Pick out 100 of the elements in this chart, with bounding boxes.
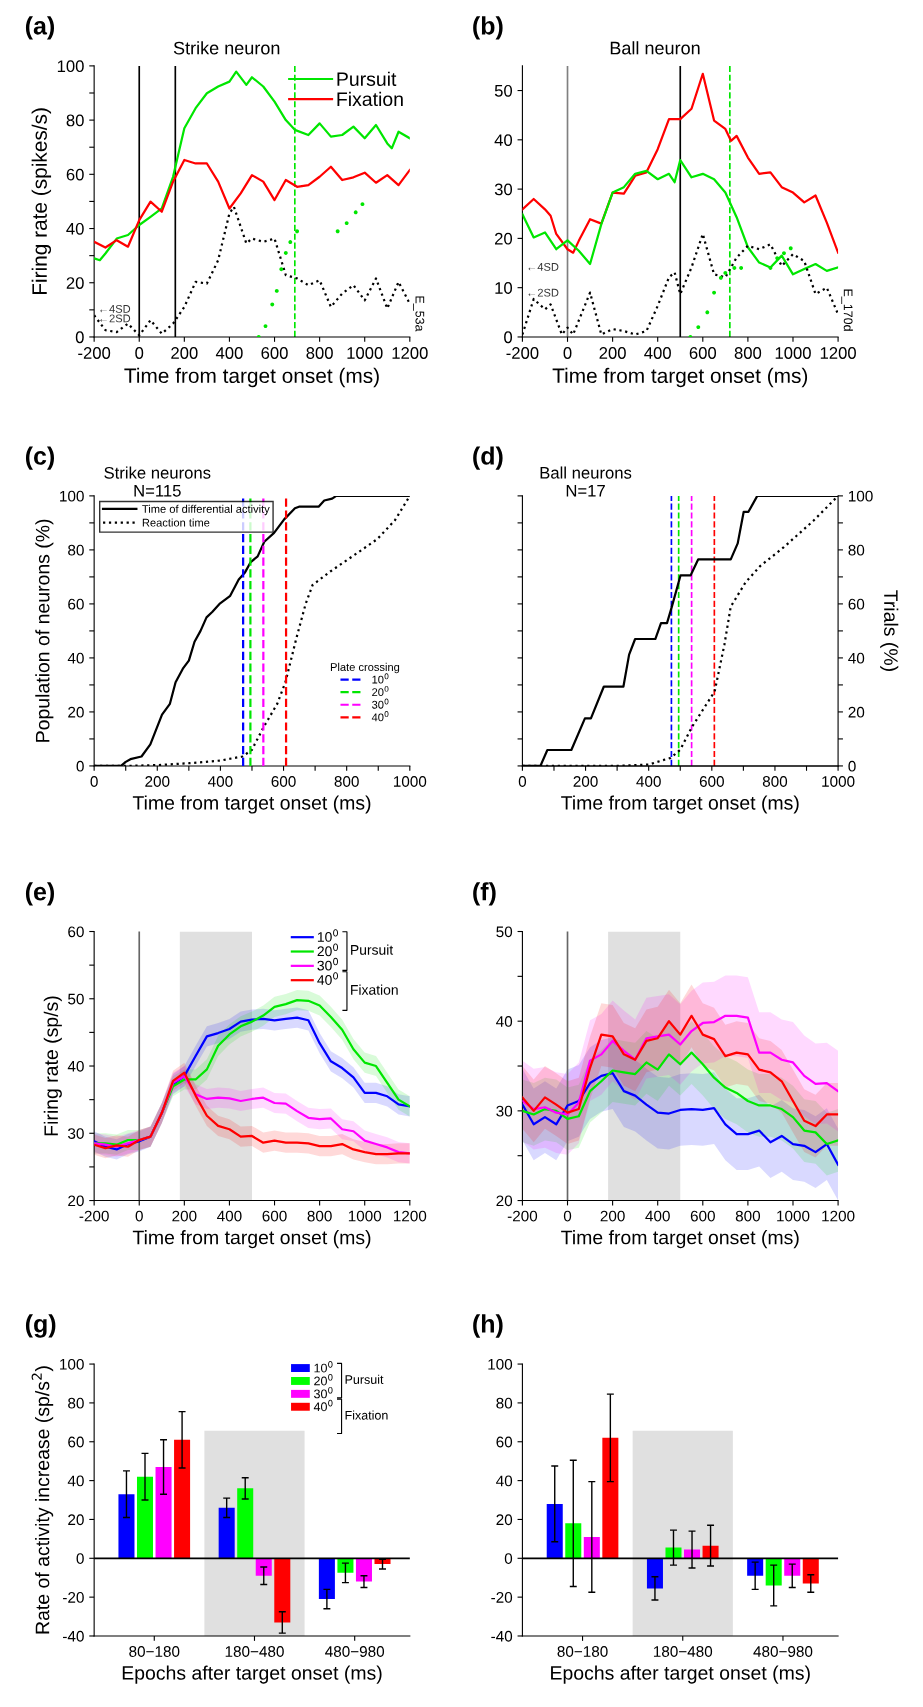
legend-label: 30$^{0}$ [314, 1386, 333, 1399]
y-tick-label: 40 [496, 1016, 513, 1027]
x-tick-label: 600 [689, 347, 717, 359]
annotation: Fixation [345, 1410, 388, 1420]
chart-title: (f) [473, 882, 496, 906]
y-tick-label: -20 [63, 1592, 84, 1603]
y-tick-label: 30 [496, 1105, 513, 1117]
y-tick-label: -40 [63, 1630, 84, 1642]
y-tick-label: 0 [76, 1553, 84, 1564]
legend-label: 10$^{0}$ [314, 1361, 333, 1373]
x-tick-label: -200 [506, 347, 539, 359]
y-tick-label: 100 [57, 60, 84, 73]
text: E_170d [841, 289, 853, 331]
x-tick-label: 400 [215, 347, 243, 359]
annotation: ←2SD [100, 314, 131, 323]
y-tick-label: 30 [494, 183, 513, 196]
legend-label: 40$^{0}$ [371, 711, 389, 722]
x-tick-label: 800 [734, 347, 762, 359]
x-tick-label: -200 [78, 347, 111, 359]
y2-tick-label: 80 [848, 544, 865, 556]
y2-axis-title: Trials (%) [880, 590, 899, 671]
y-axis-title: Population of neurons (%) [35, 519, 54, 742]
x-tick-label: 800 [334, 776, 359, 787]
x-tick-label: 200 [172, 1210, 197, 1222]
x-tick-label: 1000 [775, 347, 811, 359]
x-tick-label: 180−480 [653, 1646, 713, 1657]
x-tick-label: -200 [507, 1210, 538, 1222]
x-tick-label: 1200 [822, 1210, 855, 1222]
x-tick-label: 180−480 [225, 1646, 284, 1657]
legend-label: 30$^{0}$ [317, 957, 338, 971]
y2-tick-label: 40 [848, 652, 865, 664]
y-tick-label: 40 [494, 134, 513, 147]
annotation: ←4SD [100, 304, 131, 313]
x-tick-label: 0 [563, 347, 572, 359]
y-tick-label: 60 [68, 926, 84, 938]
y-tick-label: 40 [67, 1060, 84, 1072]
text: E_53a [413, 296, 425, 332]
y-tick-label: 20 [496, 1514, 513, 1526]
legend-label: 20$^{0}$ [317, 943, 338, 957]
chart-title: (g) [25, 1314, 56, 1338]
x-axis-title: Time from target onset (ms) [552, 367, 808, 388]
x-tick-label: 800 [735, 1210, 761, 1222]
legend-label: Reaction time [142, 518, 210, 527]
x-axis-title: Epochs after target onset (ms) [122, 1665, 382, 1684]
y-tick-label: 30 [68, 1128, 84, 1139]
y2-tick-label: 0 [848, 760, 856, 772]
y2-tick-label: 60 [848, 598, 865, 610]
x-tick-label: 600 [262, 1210, 287, 1222]
y-tick-label: 20 [66, 277, 84, 289]
y-tick-label: 50 [494, 84, 513, 97]
y-tick-label: 80 [66, 114, 84, 127]
chart-subtitle: Strike neuron [173, 41, 280, 55]
x-tick-label: 200 [600, 1210, 625, 1222]
y-tick-label: 40 [66, 222, 84, 235]
x-axis-title: Time from target onset (ms) [132, 1230, 371, 1249]
legend-label: Time of differential activity [142, 504, 270, 516]
y-tick-label: 0 [504, 1553, 513, 1564]
y-axis-title: Firing rate (sp/s) [43, 996, 62, 1136]
chart-title: (d) [473, 446, 503, 470]
x-axis-title: Time from target onset (ms) [124, 367, 379, 388]
y-tick-label: -40 [491, 1630, 513, 1642]
x-tick-label: 400 [644, 347, 671, 359]
y-tick-label: 60 [66, 168, 84, 181]
legend-label: 30$^{0}$ [372, 698, 389, 709]
x-tick-label: 200 [599, 347, 626, 359]
chart-title: (c) [25, 446, 55, 470]
legend-label: 10$^{0}$ [317, 929, 338, 942]
x-tick-label: 800 [762, 776, 788, 787]
y-tick-label: 40 [67, 652, 84, 664]
y-tick-label: 80 [68, 1397, 84, 1409]
x-tick-label: 600 [271, 776, 296, 787]
y-tick-label: 20 [68, 1514, 84, 1526]
y-tick-label: 0 [504, 331, 513, 344]
y2-tick-label: 20 [848, 706, 865, 718]
x-axis-title: Time from target onset (ms) [561, 795, 799, 814]
x-tick-label: 200 [573, 776, 598, 787]
legend-label: 40$^{0}$ [317, 972, 338, 985]
x-tick-label: 800 [307, 1210, 332, 1222]
y-tick-label: 10 [495, 282, 513, 294]
y-axis-title: Firing rate (spikes/s) [31, 108, 52, 295]
x-tick-label: 480−980 [753, 1646, 813, 1657]
x-tick-label: 0 [563, 1210, 572, 1222]
legend-label: 20$^{0}$ [314, 1373, 333, 1386]
y-tick-label: 40 [496, 1475, 513, 1487]
y-tick-label: 50 [496, 926, 513, 938]
y2-tick-label: 100 [848, 490, 873, 502]
chart-subtitle: Ball neurons N=17 [540, 466, 632, 497]
y-tick-label: 0 [76, 760, 84, 772]
legend-label: Pursuit [337, 71, 397, 87]
x-tick-label: 0 [135, 1210, 143, 1222]
x-tick-label: 600 [261, 347, 288, 359]
chart-title: (a) [25, 16, 55, 40]
legend-label: 20$^{0}$ [372, 685, 389, 697]
x-tick-label: 600 [690, 1210, 715, 1222]
x-tick-label: 200 [171, 347, 198, 359]
y-tick-label: 100 [60, 1358, 84, 1370]
x-tick-label: 0 [135, 347, 144, 359]
x-tick-label: 0 [518, 776, 527, 787]
y-tick-label: 0 [75, 331, 84, 344]
x-axis-title: Time from target onset (ms) [132, 795, 371, 814]
